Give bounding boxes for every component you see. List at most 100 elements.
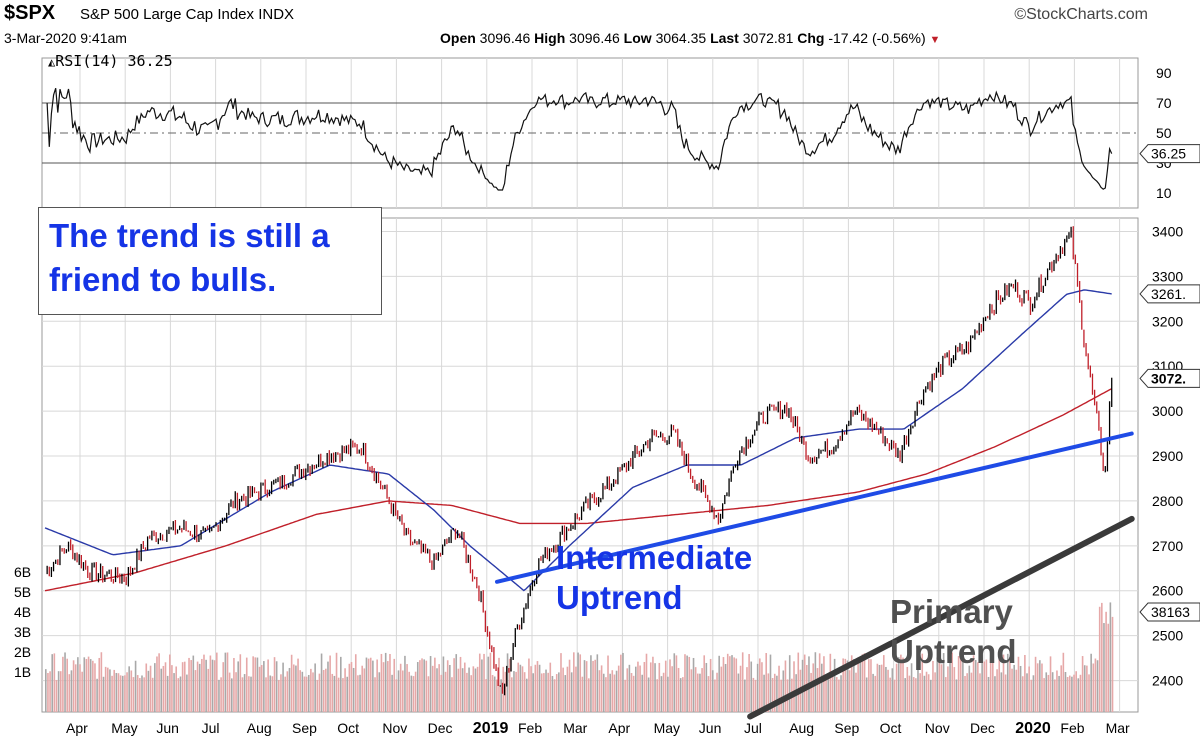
volume-bar xyxy=(974,660,977,712)
volume-bar xyxy=(228,672,231,712)
volume-bar xyxy=(442,656,445,712)
volume-bar xyxy=(275,661,278,712)
rsi-tick-label: 10 xyxy=(1156,185,1172,201)
volume-bar xyxy=(493,676,496,712)
volume-bar xyxy=(404,655,406,712)
primary-trendline xyxy=(747,515,1135,720)
volume-bar xyxy=(630,673,633,712)
volume-bar xyxy=(1086,665,1088,712)
volume-bar xyxy=(848,670,851,712)
volume-bar xyxy=(391,674,393,712)
volume-bar xyxy=(1028,666,1030,712)
volume-bar xyxy=(419,660,421,712)
volume-bar xyxy=(947,666,949,712)
index-name: S&P 500 Large Cap Index INDX xyxy=(80,6,294,23)
ma50-value-tag: 3261. xyxy=(1139,284,1200,304)
volume-bar xyxy=(1054,679,1056,712)
volume-bar xyxy=(1015,669,1018,712)
volume-bar xyxy=(900,654,902,712)
volume-bar xyxy=(1039,660,1041,712)
volume-bar xyxy=(179,676,182,712)
volume-bar xyxy=(891,668,894,712)
volume-bar xyxy=(983,661,986,712)
volume-bar xyxy=(258,666,261,712)
volume-bar xyxy=(1060,665,1063,712)
volume-bar xyxy=(45,669,47,712)
rsi-line xyxy=(46,88,1113,191)
volume-bar xyxy=(273,657,276,712)
volume-bar xyxy=(825,679,827,712)
volume-bar xyxy=(1043,678,1045,712)
volume-bar xyxy=(1075,671,1077,712)
volume-bar xyxy=(756,663,759,712)
month-tick-label: Feb xyxy=(518,720,542,736)
volume-bar xyxy=(98,657,101,712)
volume-bar xyxy=(622,652,624,712)
volume-bar xyxy=(733,657,735,712)
volume-bar xyxy=(126,672,128,712)
volume-bar xyxy=(831,673,834,712)
volume-bar xyxy=(566,666,569,712)
volume-bar xyxy=(985,659,988,712)
volume-bar xyxy=(292,664,295,712)
volume-bar xyxy=(585,661,588,712)
volume-bar xyxy=(143,677,145,712)
volume-bar xyxy=(677,667,680,712)
volume-bar xyxy=(769,654,772,712)
volume-bar xyxy=(449,664,451,712)
volume-bar xyxy=(53,653,56,712)
volume-bar xyxy=(923,675,926,712)
volume-bar xyxy=(483,653,485,712)
volume-bar xyxy=(401,670,404,712)
volume-bar xyxy=(600,665,603,712)
volume-bar xyxy=(429,656,432,712)
volume-bar xyxy=(776,675,778,712)
volume-bar xyxy=(686,655,688,712)
volume-bar xyxy=(457,668,460,712)
month-tick-label: Mar xyxy=(563,720,587,736)
volume-bar xyxy=(1103,623,1105,712)
volume-bar xyxy=(684,654,686,712)
volume-bar xyxy=(260,665,263,712)
volume-bar xyxy=(895,663,898,712)
volume-bar xyxy=(1047,674,1050,712)
volume-tick-label: 1B xyxy=(14,664,31,680)
volume-bar xyxy=(517,662,520,712)
volume-bar xyxy=(927,674,930,712)
volume-bar xyxy=(226,652,229,712)
volume-bar xyxy=(141,675,143,712)
volume-bar xyxy=(694,667,697,712)
volume-bar xyxy=(793,661,795,712)
volume-bar xyxy=(1021,676,1024,712)
intermediate-uptrend-label: Intermediate Uptrend xyxy=(556,539,753,616)
volume-bar xyxy=(1098,606,1101,712)
month-tick-label: Sep xyxy=(834,720,859,736)
volume-bar xyxy=(459,656,462,712)
volume-bar xyxy=(485,679,487,712)
volume-bar xyxy=(160,668,163,712)
volume-bar xyxy=(850,655,853,712)
volume-bar xyxy=(211,659,214,712)
volume-bar xyxy=(908,675,911,712)
volume-bar xyxy=(737,673,740,712)
volume-bar xyxy=(555,674,558,712)
volume-bar xyxy=(1079,674,1082,712)
volume-bar xyxy=(932,660,934,712)
volume-bar xyxy=(936,657,939,712)
volume-bar xyxy=(64,652,66,712)
volume-bar xyxy=(844,658,847,712)
volume-bar xyxy=(130,670,133,712)
volume-bar xyxy=(859,659,862,712)
volume-bar xyxy=(724,663,727,712)
volume-bar xyxy=(1017,656,1020,712)
volume-bar xyxy=(1024,654,1026,712)
low-label: Low xyxy=(623,30,652,46)
volume-bar xyxy=(758,658,761,712)
month-tick-label: Jul xyxy=(202,720,220,736)
volume-bar xyxy=(959,654,962,712)
volume-bar xyxy=(741,652,744,712)
primary-uptrend-label: Primary Uptrend xyxy=(890,593,1017,670)
volume-bar xyxy=(940,664,943,712)
volume-bar xyxy=(528,658,530,712)
volume-bar xyxy=(707,676,710,712)
